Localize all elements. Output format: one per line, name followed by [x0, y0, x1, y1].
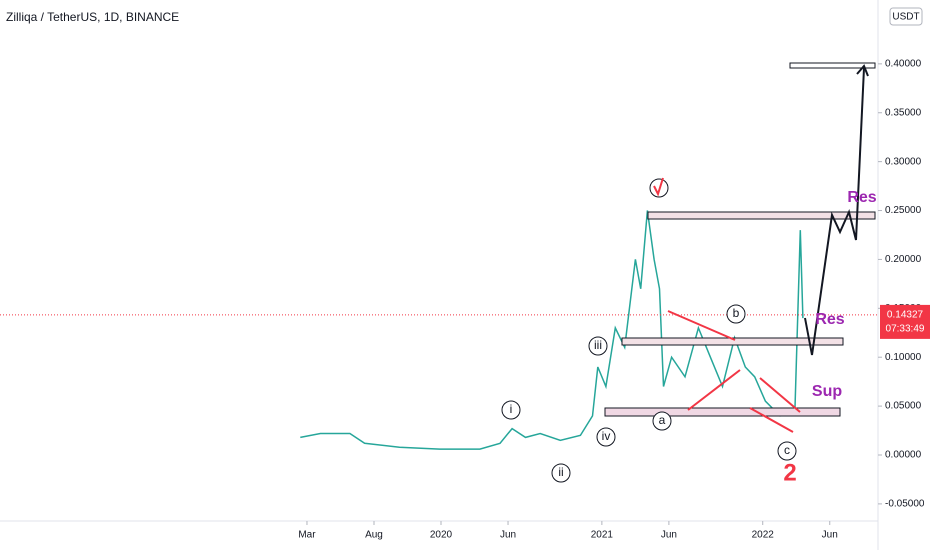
- x-tick-label: Aug: [365, 530, 383, 541]
- zone-box: [604, 407, 841, 417]
- y-tick-label: -0.05000: [885, 499, 925, 510]
- x-tick-label: Mar: [298, 530, 316, 541]
- last-price-box: [880, 304, 930, 339]
- drawings: i ii iii iv a b c 2 Res Res Sup: [501, 62, 877, 486]
- wave-label: i: [510, 402, 513, 416]
- y-tick-label: 0.00000: [885, 450, 922, 461]
- y-tick-label: 0.35000: [885, 107, 922, 118]
- y-tick-label: 0.40000: [885, 58, 922, 69]
- trend-line: [759, 377, 801, 413]
- y-tick-label: 0.25000: [885, 205, 922, 216]
- unit-box: [889, 7, 923, 26]
- wave-circle: [726, 304, 746, 324]
- trend-line: [749, 407, 794, 433]
- wave-label: b: [733, 306, 740, 320]
- wave-label: c: [784, 443, 790, 457]
- unit-label: USDT: [892, 12, 919, 23]
- wave-circle: [777, 441, 797, 461]
- x-tick-label: Jun: [500, 530, 516, 541]
- wave-label: iii: [594, 338, 602, 352]
- x-tick-label: Jun: [661, 530, 677, 541]
- level-label: Res: [815, 311, 844, 328]
- trend-line: [687, 369, 741, 411]
- zone-box: [789, 62, 876, 69]
- x-tick-label: 2020: [430, 530, 453, 541]
- wave-label: a: [659, 413, 666, 427]
- wave-label: ii: [558, 465, 563, 479]
- wave-circle: [596, 427, 616, 447]
- level-label: Res: [847, 189, 876, 206]
- projection-arrow: [856, 64, 869, 77]
- trend-line: [667, 310, 736, 341]
- y-tick-label: 0.30000: [885, 156, 922, 167]
- x-tick-label: 2022: [752, 530, 775, 541]
- wave-circle: [551, 463, 571, 483]
- wave-circle: [652, 411, 672, 431]
- wave-v-mark: [653, 177, 664, 197]
- countdown-label: 07:33:49: [886, 324, 925, 335]
- x-tick-label: 2021: [591, 530, 614, 541]
- wave-circle: [588, 336, 608, 356]
- last-price-label: 0.14327: [887, 310, 924, 321]
- price-line: [300, 210, 804, 450]
- projection-path: [804, 67, 865, 356]
- zone-box: [647, 211, 876, 220]
- level-label: Sup: [812, 383, 842, 400]
- x-tick-label: Jun: [822, 530, 838, 541]
- y-tick-label: 0.20000: [885, 254, 922, 265]
- wave-circle: [501, 400, 521, 420]
- chart-title: Zilliqa / TetherUS, 1D, BINANCE: [6, 10, 179, 24]
- wave-count: 2: [783, 459, 796, 486]
- y-tick-label: 0.05000: [885, 401, 922, 412]
- wave-label: iv: [602, 429, 611, 443]
- y-tick-label: 0.10000: [885, 352, 922, 363]
